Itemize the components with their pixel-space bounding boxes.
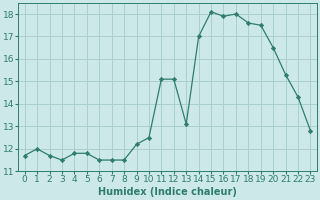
X-axis label: Humidex (Indice chaleur): Humidex (Indice chaleur)	[98, 187, 237, 197]
